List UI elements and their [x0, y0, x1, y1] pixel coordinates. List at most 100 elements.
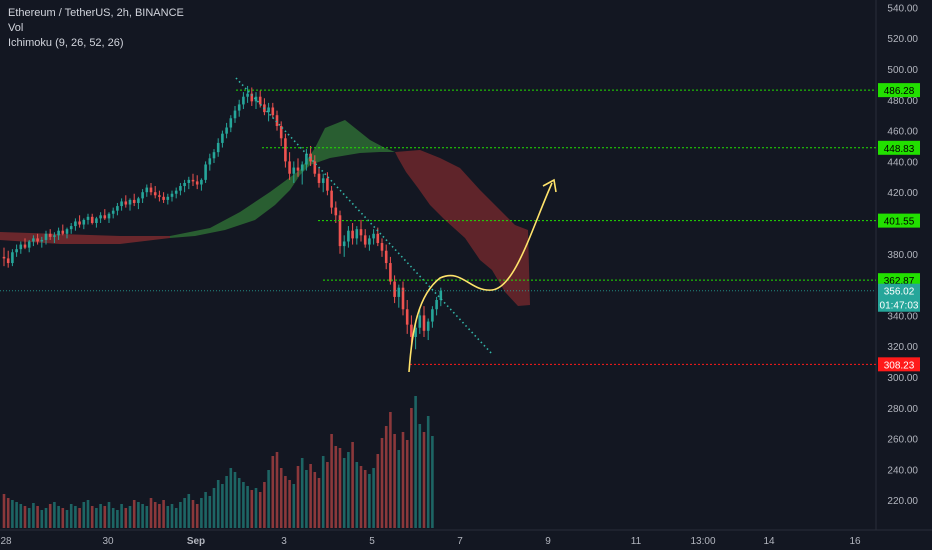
candle-body: [162, 196, 165, 200]
candle-body: [191, 179, 195, 182]
volume-bar: [111, 508, 115, 528]
volume-bar: [229, 468, 233, 528]
volume-bar: [275, 452, 279, 528]
candle-body: [174, 190, 178, 194]
volume-bar: [342, 458, 346, 528]
price-level-tag: [878, 140, 920, 155]
symbol-title[interactable]: Ethereum / TetherUS, 2h, BINANCE: [8, 7, 184, 19]
candle-body: [86, 216, 90, 220]
volume-bar: [363, 470, 367, 528]
price-axis-tick-label: 480.00: [887, 96, 918, 107]
volume-bar: [78, 508, 81, 528]
volume-bar: [174, 508, 178, 528]
candle-body: [158, 195, 161, 197]
price-axis-tick-label: 240.00: [887, 465, 918, 476]
volume-bar: [208, 496, 212, 528]
candle-body: [216, 142, 220, 153]
volume-bar: [326, 462, 329, 528]
volume-bar: [422, 432, 426, 528]
volume-bar: [204, 492, 207, 528]
volume-bar: [414, 396, 417, 528]
price-level-tag-label: 362.87: [884, 276, 915, 287]
volume-bar: [149, 498, 153, 528]
candle-body: [107, 213, 111, 219]
volume-bar: [32, 503, 35, 528]
ichimoku-indicator-label[interactable]: Ichimoku (9, 26, 52, 26): [8, 37, 124, 49]
volume-bar: [292, 484, 296, 528]
candle-body: [208, 158, 212, 165]
volume-bar: [401, 432, 405, 528]
candle-body: [65, 229, 69, 234]
candle-body: [116, 206, 119, 211]
candle-body: [183, 182, 186, 187]
candle-body: [32, 238, 35, 242]
price-level-tag: [878, 357, 920, 372]
volume-bar: [187, 494, 191, 528]
volume-bar: [57, 506, 60, 528]
volume-bar: [233, 472, 237, 528]
candle-body: [149, 187, 153, 193]
candle-body: [103, 215, 107, 219]
candle-body: [305, 153, 308, 165]
candle-body: [389, 263, 392, 282]
candle-body: [111, 210, 115, 214]
candle-body: [401, 287, 405, 310]
volume-bar: [200, 498, 203, 528]
volume-bar: [271, 456, 275, 528]
candle-body: [120, 201, 123, 207]
candle-body: [246, 93, 249, 97]
volume-bar: [330, 434, 333, 528]
volume-bar: [36, 506, 39, 528]
candle-body: [204, 164, 207, 180]
candle-body: [90, 216, 94, 223]
candle-body: [321, 178, 325, 183]
candle-body: [19, 244, 23, 250]
volume-bar: [69, 504, 73, 528]
price-axis-tick-label: 280.00: [887, 404, 918, 415]
candle-body: [300, 164, 304, 171]
volume-bar: [183, 498, 186, 528]
volume-bar: [242, 482, 245, 528]
candle-body: [170, 193, 174, 197]
candle-body: [317, 173, 321, 183]
ichimoku-cloud-bullish: [170, 120, 395, 238]
candle-body: [372, 233, 375, 239]
candle-body: [137, 198, 140, 203]
price-axis-tick-label: 460.00: [887, 127, 918, 138]
candle-body: [82, 219, 86, 225]
candle-body: [179, 186, 182, 191]
volume-bar: [195, 504, 199, 528]
volume-bar: [107, 502, 111, 528]
volume-bar: [82, 502, 86, 528]
volume-indicator-label[interactable]: Vol: [8, 22, 24, 34]
volume-bar: [321, 456, 325, 528]
candle-body: [326, 178, 329, 191]
time-axis-tick-label: 28: [0, 536, 12, 547]
candle-body: [229, 118, 233, 128]
projection-arrowhead: [542, 178, 557, 193]
candle-body: [27, 241, 31, 248]
time-axis-tick-label: 11: [631, 536, 642, 547]
candle-body: [368, 238, 371, 245]
volume-bar: [359, 466, 363, 528]
volume-bar: [334, 446, 338, 528]
candle-body: [384, 250, 388, 264]
volume-bar: [65, 510, 69, 528]
volume-bar: [288, 480, 291, 528]
volume-bar: [237, 478, 241, 528]
volume-bar: [246, 486, 249, 528]
candle-body: [99, 215, 102, 219]
candle-body: [439, 290, 443, 300]
candle-body: [338, 215, 342, 247]
volume-bar: [431, 436, 434, 528]
price-level-tag-label: 448.83: [884, 144, 915, 155]
candle-body: [410, 324, 413, 337]
candle-body: [132, 199, 136, 203]
volume-bar: [153, 502, 157, 528]
time-axis-tick-label: 3: [281, 536, 287, 547]
price-level-tag: [878, 83, 920, 98]
time-axis-tick-label: 14: [763, 536, 775, 547]
candle-body: [74, 221, 77, 227]
